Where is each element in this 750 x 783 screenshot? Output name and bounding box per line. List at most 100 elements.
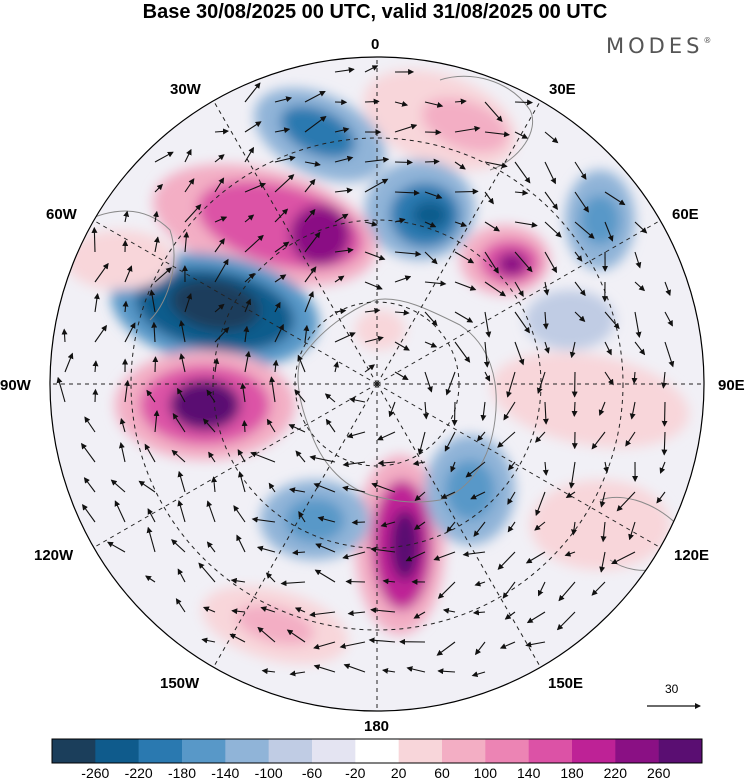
wind-arrow [257,626,276,643]
wind-arrow [304,178,316,193]
wind-arrow [574,281,586,297]
brand-name: MODES [606,34,704,58]
wind-arrow [412,460,426,467]
wind-arrow [661,431,668,456]
lon-label-60w: 60W [46,206,77,223]
wind-arrow [244,121,262,133]
wind-arrow [274,155,296,163]
wind-arrow [171,539,186,553]
wind-arrow [484,191,494,205]
wind-arrow [123,210,130,223]
wind-arrow [177,568,186,583]
wind-arrow [474,641,486,656]
wind-arrow [413,611,426,619]
wind-arrow [603,461,610,474]
wind-arrow [445,371,456,396]
neg-anom-scotia-center [412,201,448,229]
wind-arrow [664,341,675,368]
colorbar-swatch [95,739,139,763]
wind-arrow [364,335,384,343]
wind-arrow [334,275,345,283]
wind-arrow [149,289,156,313]
wind-arrow [598,401,606,416]
colorbar-swatch [355,739,399,763]
wind-arrow [514,99,534,106]
wind-arrow [364,281,383,290]
wind-arrow [544,251,557,274]
wind-arrow [625,431,636,447]
wind-arrow [201,637,216,644]
colorbar-tick-label: 60 [434,765,450,781]
wind-arrow [364,364,375,373]
wind-arrow [214,154,225,163]
wind-arrow [286,629,306,643]
wind-arrow [151,321,158,343]
wind-arrow [268,482,276,493]
wind-arrow [604,221,614,242]
lon-label-150e: 150E [548,675,584,692]
wind-arrow [56,376,66,403]
wind-arrow [437,668,456,675]
wind-arrow [260,606,276,613]
wind-arrow [424,221,437,228]
wind-arrow [484,371,491,382]
wind-arrow [450,461,456,473]
wind-arrow [184,293,193,313]
wind-arrow [198,562,216,583]
wind-arrow [526,611,546,624]
wind-arrow [424,280,447,287]
wind-arrow [504,611,516,620]
wind-arrow [484,221,500,232]
colorbar-tick-label: -60 [301,765,323,781]
wind-arrow [537,581,546,597]
wind-arrow [339,641,366,649]
wind-arrow [266,418,276,433]
wind-arrow [175,598,186,613]
wind-arrow [272,359,279,373]
meridian-line [213,383,378,668]
wind-arrow [119,417,126,433]
wind-arrow [382,578,396,585]
south-america-coastline [69,210,175,321]
wind-arrow [313,664,336,673]
wind-arrow [394,275,412,283]
wind-arrow [503,401,516,421]
wind-arrow [334,155,354,163]
wind-arrow [280,580,306,587]
meridian-line [93,383,378,548]
lon-label-150w: 150W [160,675,200,692]
wind-arrow [81,442,96,463]
parallel-circle [294,301,460,467]
wind-arrow [433,551,456,561]
meridian-line [376,383,661,548]
wind-arrow [177,499,186,523]
wind-arrow [288,424,306,433]
colorbar-tick-label: -180 [167,765,197,781]
wind-arrow [183,231,190,253]
wind-arrow [274,301,281,313]
wind-arrow [206,541,216,553]
colorbar-frame [51,738,703,764]
wind-arrow [154,183,164,193]
colorbar-tick-label: -140 [211,765,240,781]
wind-arrow [178,320,186,343]
wind-arrow [634,341,646,356]
wind-arrow [274,274,287,283]
wind-arrow [544,161,556,185]
wind-arrow [664,311,673,327]
colorbar-tick-label: 140 [517,765,541,781]
wind-arrow [184,204,202,223]
wind-arrow [304,231,321,253]
wind-arrow [274,174,295,193]
wind-arrow [634,251,642,269]
wind-arrow [92,388,99,403]
wind-arrow [394,159,413,166]
wind-arrow [664,281,671,297]
wind-arrow [303,324,310,343]
wind-arrow [629,401,636,420]
wind-arrow [334,213,349,223]
wind-arrow [599,491,606,508]
wind-arrow [230,577,246,584]
wind-arrow [454,98,467,105]
wind-arrow [211,476,218,493]
